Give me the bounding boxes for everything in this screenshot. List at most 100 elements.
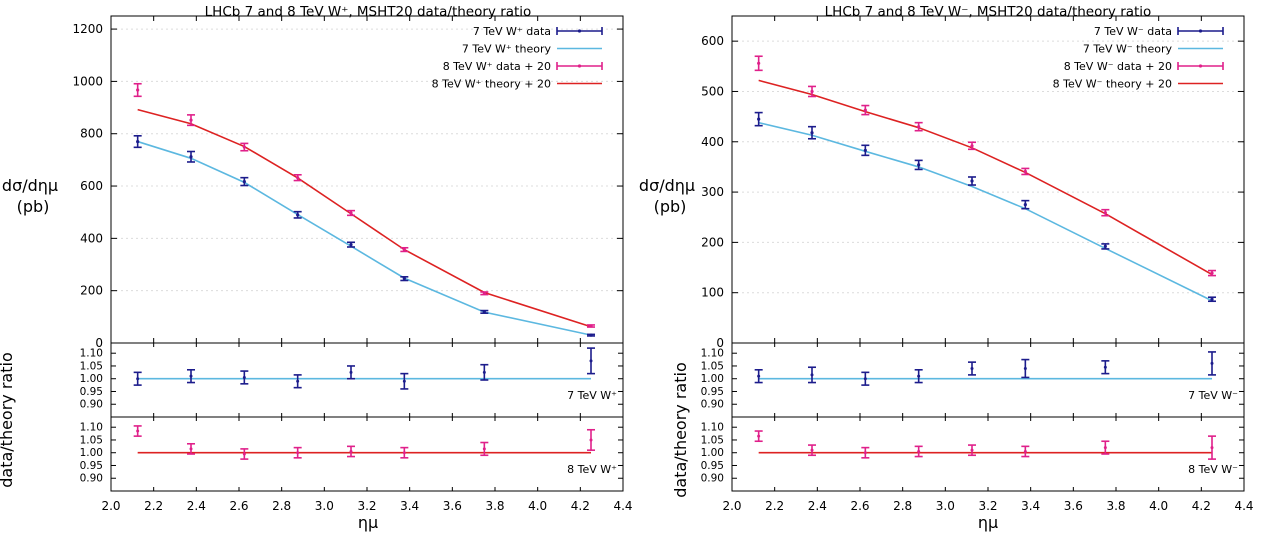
x-tick-label: 2.0 xyxy=(101,499,120,513)
x-tick-label: 3.2 xyxy=(978,499,997,513)
x-tick-label: 4.2 xyxy=(571,499,590,513)
data-point xyxy=(482,447,486,451)
data-point xyxy=(296,451,300,455)
y-tick-label: 100 xyxy=(701,286,724,300)
y-tick-label: 600 xyxy=(80,179,103,193)
chart-title: LHCb 7 and 8 TeV W⁺, MSHT20 data/theory … xyxy=(205,4,532,20)
y-tick-label: 0.95 xyxy=(701,386,724,398)
data-point xyxy=(349,449,353,453)
y-tick-label: 0.90 xyxy=(701,399,724,411)
data-point xyxy=(189,118,193,122)
legend-marker xyxy=(1198,29,1203,33)
y-tick-label: 1.05 xyxy=(701,434,724,446)
x-tick-label: 3.6 xyxy=(1064,499,1083,513)
y-tick-label: 1200 xyxy=(72,22,103,36)
y-axis-label-main: dσ/dημ xyxy=(2,176,58,195)
data-point xyxy=(1103,211,1107,215)
data-point xyxy=(1210,361,1214,365)
ratio-panel-label: 7 TeV W⁺ xyxy=(567,389,617,402)
data-point xyxy=(136,139,140,144)
x-tick-label: 2.8 xyxy=(893,499,912,513)
series-line xyxy=(137,108,592,328)
x-tick-label: 2.6 xyxy=(229,499,248,513)
chart-wplus: LHCb 7 and 8 TeV W⁺, MSHT20 data/theory … xyxy=(0,4,633,532)
x-tick-label: 2.0 xyxy=(722,499,741,513)
y-tick-label: 0.90 xyxy=(80,473,103,485)
data-point xyxy=(863,451,867,455)
data-point xyxy=(482,310,486,314)
data-point xyxy=(917,125,921,129)
legend-entry-label: 8 TeV W⁻ theory + 20 xyxy=(1053,78,1172,91)
data-point xyxy=(1103,365,1107,369)
ratio-panel-label: 8 TeV W⁻ xyxy=(1188,463,1238,476)
data-point xyxy=(402,277,406,281)
legend-entry-label: 7 TeV W⁺ data xyxy=(473,25,551,38)
y-tick-label: 1.00 xyxy=(80,373,103,385)
y-tick-label: 300 xyxy=(701,185,724,199)
y-tick-label: 1.10 xyxy=(80,348,103,360)
ratio-panel-label: 8 TeV W⁺ xyxy=(567,463,617,476)
data-point xyxy=(863,377,867,381)
y-tick-label: 0 xyxy=(95,336,103,350)
legend-marker xyxy=(577,29,582,33)
data-point xyxy=(482,291,486,295)
y-tick-label: 600 xyxy=(701,34,724,48)
data-point xyxy=(863,108,867,112)
x-tick-label: 3.0 xyxy=(936,499,955,513)
data-point xyxy=(136,429,140,433)
data-point xyxy=(757,117,761,121)
y-tick-label: 400 xyxy=(701,135,724,149)
data-point xyxy=(136,377,140,381)
data-point xyxy=(1023,203,1027,207)
x-tick-label: 2.8 xyxy=(272,499,291,513)
data-point xyxy=(589,333,593,337)
data-point xyxy=(589,324,593,328)
legend-entry-label: 8 TeV W⁻ data + 20 xyxy=(1064,60,1172,73)
plot-frame xyxy=(731,342,1245,418)
x-tick-label: 3.4 xyxy=(400,499,419,513)
data-point xyxy=(189,447,193,451)
data-point xyxy=(1103,446,1107,450)
data-point xyxy=(1023,449,1027,453)
legend-entry-label: 7 TeV W⁻ data xyxy=(1094,25,1172,38)
x-tick-label: 2.2 xyxy=(765,499,784,513)
legend-marker xyxy=(577,64,582,68)
y-tick-label: 200 xyxy=(80,284,103,298)
y-tick-label: 0.95 xyxy=(701,460,724,472)
data-point xyxy=(810,131,814,135)
data-point xyxy=(810,373,814,377)
y-tick-label: 1.00 xyxy=(701,447,724,459)
y-axis-unit-main: (pb) xyxy=(654,197,687,216)
data-point xyxy=(349,211,353,215)
data-point xyxy=(402,248,406,252)
legend-entry-label: 7 TeV W⁺ theory xyxy=(462,43,552,56)
data-point xyxy=(917,163,921,167)
data-point xyxy=(917,374,921,378)
x-tick-label: 3.8 xyxy=(485,499,504,513)
data-point xyxy=(970,367,974,371)
data-point xyxy=(402,451,406,455)
x-tick-label: 4.2 xyxy=(1192,499,1211,513)
data-point xyxy=(757,434,761,438)
data-point xyxy=(1210,297,1214,301)
y-tick-label: 0.90 xyxy=(80,399,103,411)
data-point xyxy=(1103,244,1107,249)
data-point xyxy=(589,359,593,363)
y-tick-label: 0.90 xyxy=(701,473,724,485)
data-point xyxy=(810,448,814,452)
chart-wminus: LHCb 7 and 8 TeV W⁻, MSHT20 data/theory … xyxy=(639,4,1254,532)
y-axis-label-ratio: data/theory ratio xyxy=(671,362,690,498)
data-point xyxy=(402,379,406,383)
x-tick-label: 2.4 xyxy=(808,499,827,513)
x-tick-label: 4.0 xyxy=(1149,499,1168,513)
data-point xyxy=(189,155,193,159)
data-point xyxy=(242,452,246,456)
data-point xyxy=(757,61,761,65)
y-tick-label: 1000 xyxy=(72,74,103,88)
y-tick-label: 1.05 xyxy=(80,360,103,372)
x-tick-label: 3.8 xyxy=(1106,499,1125,513)
x-tick-label: 4.4 xyxy=(613,499,632,513)
y-tick-label: 400 xyxy=(80,231,103,245)
series-line xyxy=(137,140,592,336)
